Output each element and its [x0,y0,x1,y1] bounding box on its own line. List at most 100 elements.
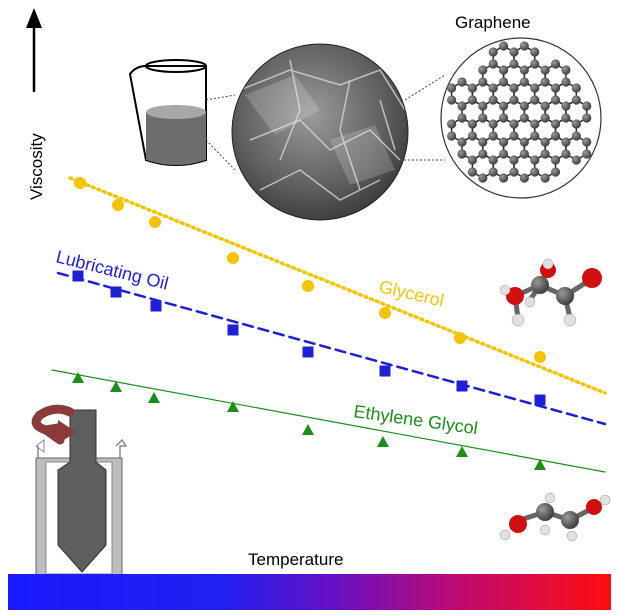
lubricating-oil-marker [150,300,162,312]
lubricating-oil-marker [72,270,84,282]
lattice-atom [561,137,571,147]
lattice-atom [498,65,509,75]
lattice-atom [561,101,571,111]
x-axis-label: Temperature [248,550,343,569]
lattice-atom [550,167,561,177]
lattice-atom [519,149,529,159]
viscosity-curves [51,176,607,473]
lattice-atom [561,77,571,87]
zoom-connectors [205,74,446,171]
lattice-atom [519,41,529,51]
lattice-atom [498,101,509,111]
temperature-gradient-bar [8,574,611,610]
lubricating-oil-marker [227,324,239,336]
graphene-sem-micrograph [231,43,409,221]
lattice-atom [488,83,498,93]
ethylene-glycol-atoms [499,492,611,542]
lattice-atom [582,137,592,147]
lattice-atom [571,83,581,93]
lattice-atom [467,119,477,129]
lattice-atom [478,113,488,123]
lattice-atom [519,65,529,75]
lattice-atom [498,173,509,183]
lattice-atom [447,119,457,129]
lattice-atom [488,167,498,177]
lubricating-oil-curve [56,271,607,426]
ethylene-glycol-marker [456,446,468,457]
graphene-label: Graphene [455,13,531,32]
lattice-atom [571,155,581,165]
lattice-atom [540,137,550,147]
lubricating-oil-marker [456,380,468,392]
lattice-atom [540,77,550,87]
lattice-atom [478,65,488,75]
lattice-atom [519,137,529,147]
lattice-atom [447,131,457,141]
lattice-atom [550,131,561,141]
lattice-atom [498,149,509,159]
lattice-atom [457,149,467,159]
lattice-atom [478,173,488,183]
beaker-icon [128,59,207,166]
lattice-atom [447,95,457,105]
ethylene-glycol-molecule-icon [517,505,596,523]
lattice-atom [550,155,561,165]
lattice-atom [509,167,519,177]
lattice-atom [519,113,529,123]
viscosity-axis [26,8,42,92]
lattice-atom [550,83,561,93]
lattice-atom [488,119,498,129]
lubricating-oil-marker [110,286,122,298]
lattice-atom [571,131,581,141]
lubricating-oil-marker [302,346,314,358]
lattice-atom [519,77,529,87]
lattice-atom [540,149,550,159]
lattice-atom [582,101,592,111]
lattice-atom [509,155,519,165]
lattice-atom [509,83,519,93]
lattice-atom [582,113,592,123]
lattice-atom [498,113,509,123]
ethylene-glycol-marker [227,401,239,412]
lattice-atom [457,101,467,111]
lattice-atom [457,137,467,147]
lattice-atom [530,83,540,93]
lattice-atom [467,155,477,165]
lattice-atom [540,65,550,75]
lattice-atom [530,47,540,57]
lattice-atom [478,101,488,111]
lattice-atom [530,155,540,165]
lattice-atom [488,95,498,105]
lattice-atom [488,131,498,141]
glycerol-marker [112,199,124,211]
ethylene-glycol-marker [534,459,546,470]
ethylene-glycol-marker [72,372,84,383]
ethylene-glycol-curve [51,369,606,473]
lubricating-oil-marker [379,365,391,377]
lattice-atom [561,149,571,159]
glycerol-marker [302,280,314,292]
lubricating-oil-marker [534,394,546,406]
lattice-atom [498,137,509,147]
lattice-atom [550,95,561,105]
lattice-atom [498,41,509,51]
lattice-atom [550,59,561,69]
lattice-atom [467,131,477,141]
lattice-atom [530,95,540,105]
lattice-atom [457,113,467,123]
ethylene-glycol-marker [110,381,122,392]
lattice-atom [467,83,477,93]
glycerol-marker [149,216,161,228]
lattice-atom [530,167,540,177]
y-axis-label: Viscosity [27,133,46,200]
lattice-atom [550,119,561,129]
lattice-atom [530,59,540,69]
ethylene-glycol-marker [377,436,389,447]
lattice-atom [488,47,498,57]
lattice-atom [519,101,529,111]
glycerol-marker [534,351,546,363]
graphene-lattice-icon [440,37,602,199]
lattice-atom [509,119,519,129]
lattice-atom [457,77,467,87]
